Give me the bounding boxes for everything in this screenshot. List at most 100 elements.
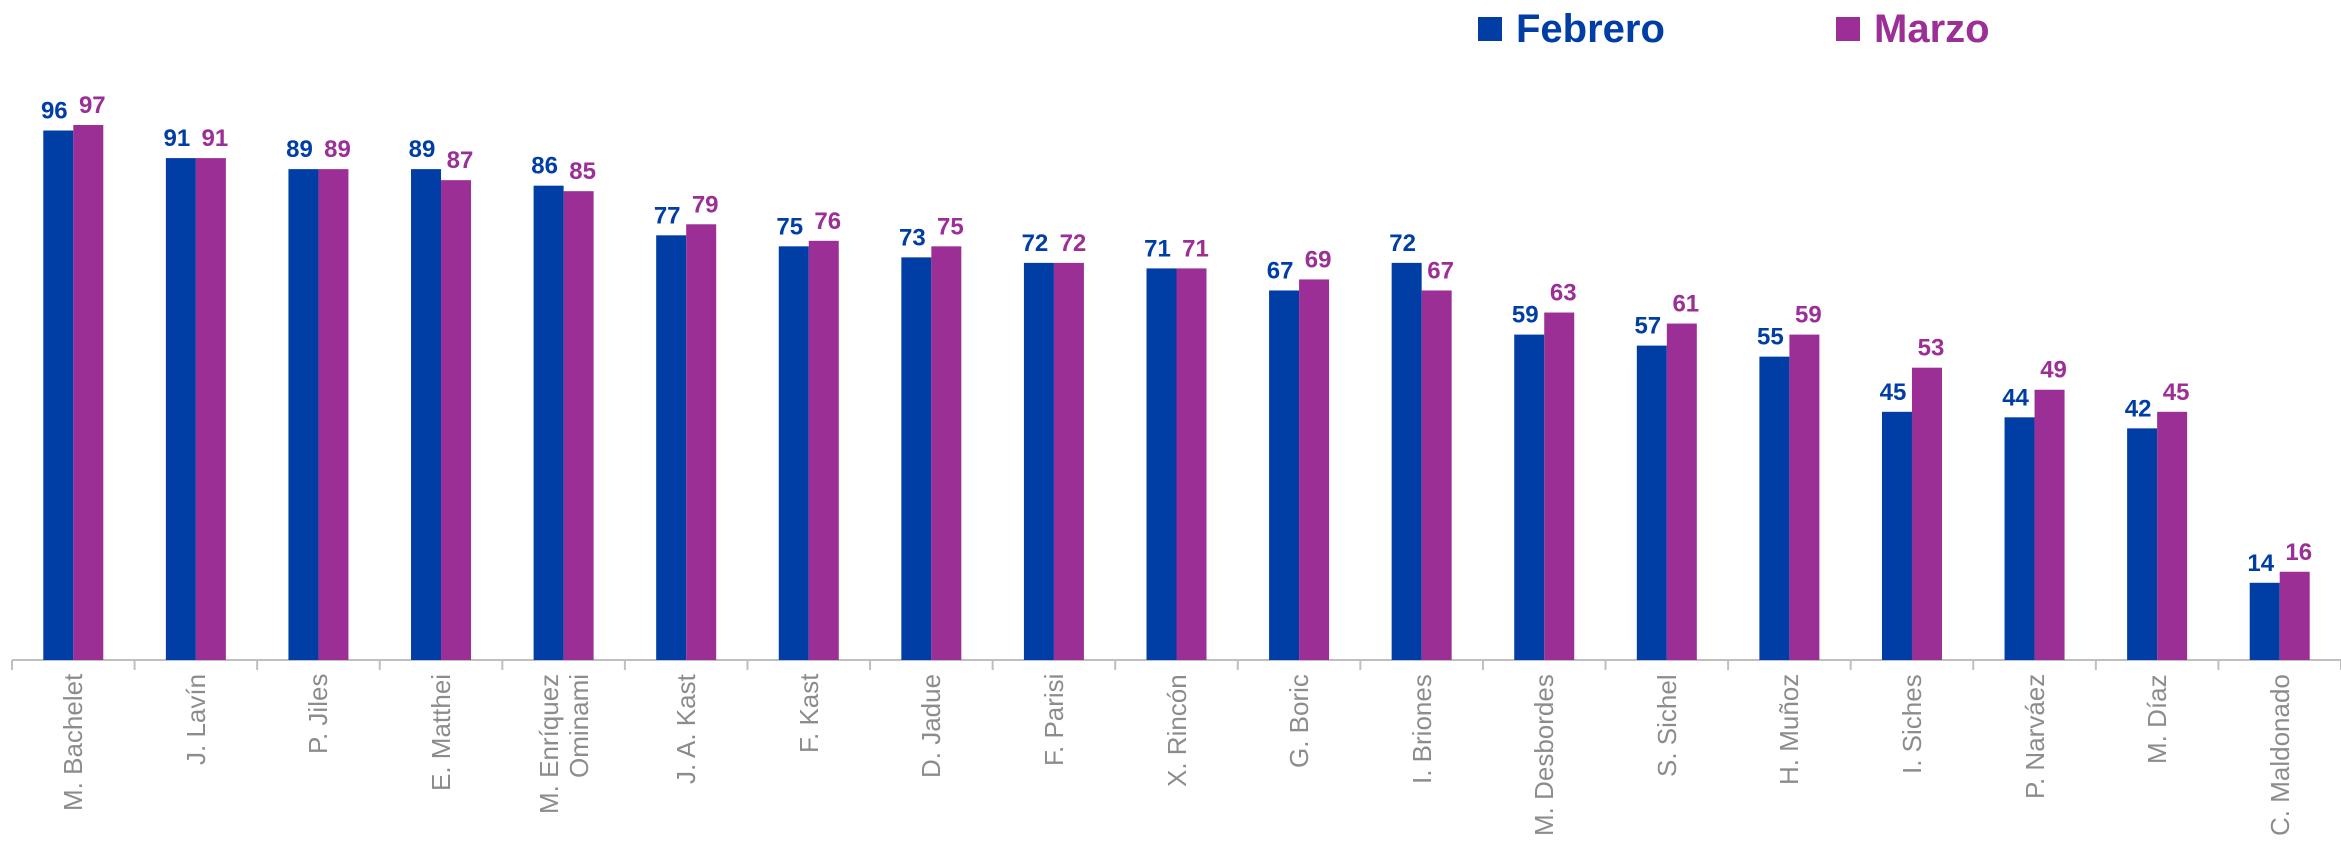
bar — [2004, 417, 2035, 660]
bar — [778, 246, 809, 660]
value-label: 59 — [1795, 302, 1822, 329]
value-label: 53 — [1918, 335, 1945, 362]
value-label: 97 — [79, 92, 106, 119]
value-label: 69 — [1305, 246, 1332, 273]
value-label: 85 — [569, 158, 596, 185]
value-label: 59 — [1512, 302, 1539, 329]
x-tick-label: M. Bachelet — [58, 674, 89, 812]
bar — [931, 246, 962, 660]
value-label: 89 — [286, 136, 313, 163]
x-tick-label: P. Narváez — [2019, 674, 2050, 800]
value-label: 91 — [164, 125, 191, 152]
bar — [195, 158, 226, 661]
bar — [563, 191, 594, 661]
bar — [901, 257, 932, 660]
bar — [656, 235, 687, 661]
x-tick-label: E. Matthei — [426, 674, 457, 792]
value-label: 45 — [1880, 379, 1907, 406]
bar — [1514, 334, 1545, 660]
x-tick-label: P. Jiles — [303, 674, 334, 755]
x-tick-label: H. Muñoz — [1774, 674, 1805, 786]
value-label: 55 — [1757, 324, 1784, 351]
x-tick-label: X. Rincón — [1161, 674, 1192, 787]
value-label: 76 — [814, 208, 841, 235]
value-label: 61 — [1672, 291, 1699, 318]
x-tick-label: J. A. Kast — [671, 674, 702, 784]
value-label: 77 — [654, 202, 681, 229]
legend-label: Marzo — [1874, 7, 1990, 51]
value-label: 87 — [447, 147, 474, 174]
value-label: 67 — [1427, 257, 1454, 284]
x-tick-label: S. Sichel — [1651, 674, 1682, 777]
value-label: 71 — [1144, 235, 1171, 262]
bar — [2279, 571, 2310, 660]
value-label: 42 — [2125, 395, 2152, 422]
bar — [1053, 262, 1084, 660]
bar — [686, 224, 717, 660]
value-label: 44 — [2002, 384, 2029, 411]
x-tick-label: M. Díaz — [2142, 674, 2173, 764]
bar — [808, 240, 839, 660]
bar — [1636, 345, 1667, 660]
legend-label: Febrero — [1516, 7, 1665, 51]
value-label: 96 — [41, 98, 68, 125]
x-tick-label: I. Briones — [1406, 674, 1437, 784]
value-label: 89 — [324, 136, 351, 163]
bar — [1911, 367, 1942, 660]
value-label: 75 — [937, 213, 964, 240]
x-tick-label: I. Siches — [1896, 674, 1927, 774]
bar — [2249, 582, 2280, 660]
x-tick-label: F. Parisi — [1038, 674, 1069, 767]
bar — [2157, 411, 2188, 660]
value-label: 67 — [1267, 257, 1294, 284]
x-tick-label: C. Maldonado — [2264, 674, 2295, 836]
value-label: 16 — [2285, 539, 2312, 566]
value-label: 49 — [2040, 357, 2067, 384]
bar — [1391, 262, 1422, 660]
value-label: 89 — [409, 136, 436, 163]
bar — [1176, 268, 1207, 660]
value-label: 91 — [202, 125, 229, 152]
value-label: 73 — [899, 224, 926, 251]
value-label: 79 — [692, 191, 719, 218]
x-tick-label: M. Desbordes — [1529, 674, 1560, 836]
bar — [411, 169, 442, 660]
bar — [1146, 268, 1177, 660]
value-label: 71 — [1182, 235, 1209, 262]
bar — [1544, 312, 1575, 660]
bar — [1299, 279, 1330, 660]
x-tick-label: D. Jadue — [916, 674, 947, 779]
bar — [1759, 356, 1790, 660]
value-label: 57 — [1634, 313, 1661, 340]
bar — [318, 169, 349, 660]
value-label: 72 — [1389, 230, 1416, 257]
bar — [1269, 290, 1300, 660]
value-label: 45 — [2163, 379, 2190, 406]
bar — [43, 130, 74, 661]
legend-swatch — [1836, 17, 1860, 41]
bar — [73, 125, 104, 660]
x-tick-label: F. Kast — [793, 674, 824, 754]
value-label: 72 — [1022, 230, 1049, 257]
bar — [533, 185, 564, 660]
value-label: 72 — [1060, 230, 1087, 257]
bar — [2127, 428, 2158, 660]
x-tick-label: J. Lavín — [180, 674, 211, 766]
bar — [1789, 334, 1820, 660]
bar — [441, 180, 472, 660]
bar — [1666, 323, 1697, 660]
x-tick-label: G. Boric — [1284, 674, 1315, 768]
bar — [165, 158, 196, 661]
bar — [288, 169, 319, 660]
bar — [2034, 389, 2065, 660]
value-label: 75 — [776, 213, 803, 240]
bar — [1023, 262, 1054, 660]
value-label: 14 — [2247, 550, 2274, 577]
x-tick-label: M. Enríquez Ominami — [533, 674, 594, 815]
value-label: 63 — [1550, 280, 1577, 307]
value-label: 86 — [531, 153, 558, 180]
legend-swatch — [1478, 17, 1502, 41]
bar — [1421, 290, 1452, 660]
